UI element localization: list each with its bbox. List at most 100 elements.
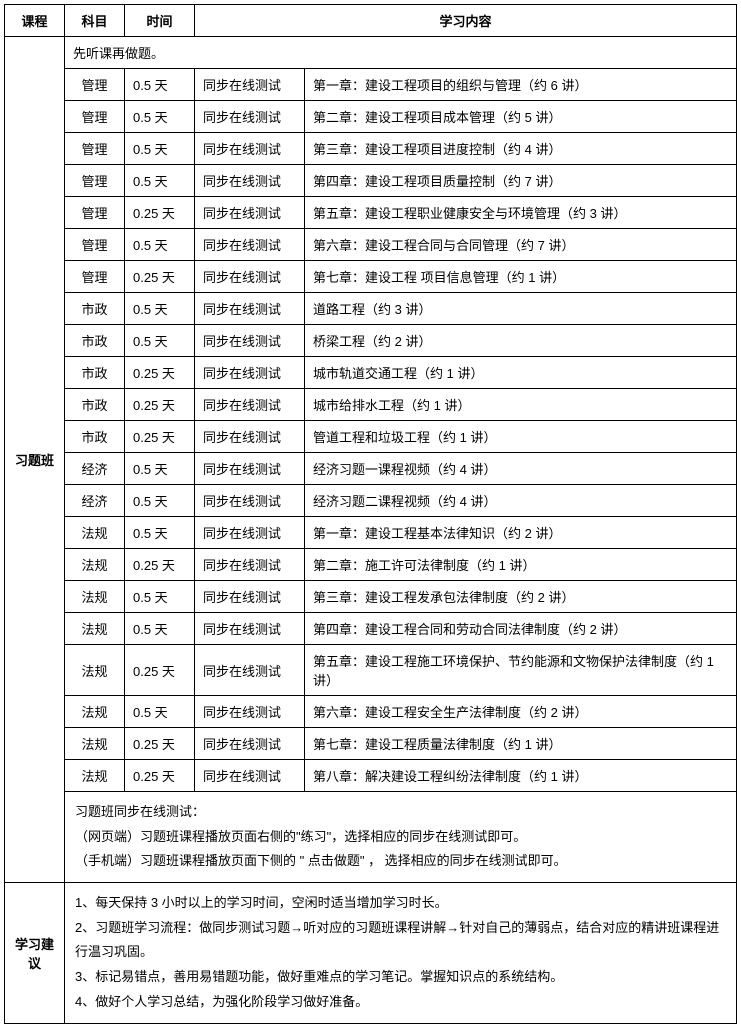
suggestion-line: 4、做好个人学习总结，为强化阶段学习做好准备。: [75, 990, 726, 1015]
cell-desc: 第一章：建设工程基本法律知识（约 2 讲）: [305, 517, 737, 549]
cell-subject: 法规: [65, 613, 125, 645]
cell-test: 同步在线测试: [195, 613, 305, 645]
notes-row: 习题班同步在线测试：（网页端）习题班课程播放页面右侧的"练习"，选择相应的同步在…: [5, 792, 737, 883]
cell-time: 0.5 天: [125, 696, 195, 728]
cell-test: 同步在线测试: [195, 261, 305, 293]
intro-row: 习题班先听课再做题。: [5, 37, 737, 69]
cell-subject: 法规: [65, 549, 125, 581]
course-label-cell: 习题班: [5, 37, 65, 883]
cell-subject: 法规: [65, 728, 125, 760]
note-line: （手机端）习题班课程播放页面下侧的 " 点击做题" ， 选择相应的同步在线测试即…: [75, 849, 726, 874]
table-row: 市政0.5 天同步在线测试桥梁工程（约 2 讲）: [5, 325, 737, 357]
intro-cell: 先听课再做题。: [65, 37, 737, 69]
cell-test: 同步在线测试: [195, 728, 305, 760]
note-line: 习题班同步在线测试：: [75, 800, 726, 825]
cell-desc: 城市给排水工程（约 1 讲）: [305, 389, 737, 421]
table-row: 管理0.25 天同步在线测试第五章：建设工程职业健康安全与环境管理（约 3 讲）: [5, 197, 737, 229]
cell-time: 0.5 天: [125, 293, 195, 325]
cell-desc: 第二章：建设工程项目成本管理（约 5 讲）: [305, 101, 737, 133]
table-row: 管理0.5 天同步在线测试第一章：建设工程项目的组织与管理（约 6 讲）: [5, 69, 737, 101]
cell-subject: 市政: [65, 293, 125, 325]
cell-time: 0.25 天: [125, 389, 195, 421]
suggestions-cell: 1、每天保持 3 小时以上的学习时间，空闲时适当增加学习时长。2、习题班学习流程…: [65, 883, 737, 1023]
cell-test: 同步在线测试: [195, 325, 305, 357]
cell-desc: 第八章：解决建设工程纠纷法律制度（约 1 讲）: [305, 760, 737, 792]
cell-desc: 第四章：建设工程项目质量控制（约 7 讲）: [305, 165, 737, 197]
cell-desc: 第一章：建设工程项目的组织与管理（约 6 讲）: [305, 69, 737, 101]
cell-test: 同步在线测试: [195, 549, 305, 581]
cell-test: 同步在线测试: [195, 645, 305, 696]
cell-subject: 市政: [65, 325, 125, 357]
cell-test: 同步在线测试: [195, 229, 305, 261]
table-row: 市政0.25 天同步在线测试城市给排水工程（约 1 讲）: [5, 389, 737, 421]
cell-time: 0.5 天: [125, 229, 195, 261]
table-row: 经济0.5 天同步在线测试经济习题二课程视频（约 4 讲）: [5, 485, 737, 517]
table-row: 市政0.5 天同步在线测试道路工程（约 3 讲）: [5, 293, 737, 325]
cell-subject: 管理: [65, 261, 125, 293]
cell-test: 同步在线测试: [195, 389, 305, 421]
cell-subject: 市政: [65, 389, 125, 421]
cell-test: 同步在线测试: [195, 133, 305, 165]
cell-desc: 经济习题二课程视频（约 4 讲）: [305, 485, 737, 517]
table-row: 法规0.5 天同步在线测试第六章：建设工程安全生产法律制度（约 2 讲）: [5, 696, 737, 728]
table-row: 经济0.5 天同步在线测试经济习题一课程视频（约 4 讲）: [5, 453, 737, 485]
cell-desc: 城市轨道交通工程（约 1 讲）: [305, 357, 737, 389]
cell-desc: 管道工程和垃圾工程（约 1 讲）: [305, 421, 737, 453]
cell-subject: 法规: [65, 696, 125, 728]
cell-subject: 管理: [65, 69, 125, 101]
cell-time: 0.25 天: [125, 645, 195, 696]
cell-desc: 第四章：建设工程合同和劳动合同法律制度（约 2 讲）: [305, 613, 737, 645]
cell-time: 0.25 天: [125, 421, 195, 453]
cell-desc: 第七章：建设工程 项目信息管理（约 1 讲）: [305, 261, 737, 293]
suggestions-row: 学习建议1、每天保持 3 小时以上的学习时间，空闲时适当增加学习时长。2、习题班…: [5, 883, 737, 1023]
cell-desc: 第六章：建设工程合同与合同管理（约 7 讲）: [305, 229, 737, 261]
cell-desc: 桥梁工程（约 2 讲）: [305, 325, 737, 357]
suggestion-line: 1、每天保持 3 小时以上的学习时间，空闲时适当增加学习时长。: [75, 891, 726, 916]
table-row: 管理0.5 天同步在线测试第三章：建设工程项目进度控制（约 4 讲）: [5, 133, 737, 165]
cell-test: 同步在线测试: [195, 69, 305, 101]
cell-subject: 管理: [65, 229, 125, 261]
cell-time: 0.5 天: [125, 517, 195, 549]
table-row: 管理0.5 天同步在线测试第四章：建设工程项目质量控制（约 7 讲）: [5, 165, 737, 197]
header-time: 时间: [125, 5, 195, 37]
table-row: 法规0.5 天同步在线测试第三章：建设工程发承包法律制度（约 2 讲）: [5, 581, 737, 613]
cell-test: 同步在线测试: [195, 581, 305, 613]
cell-desc: 第七章：建设工程质量法律制度（约 1 讲）: [305, 728, 737, 760]
cell-subject: 法规: [65, 517, 125, 549]
cell-test: 同步在线测试: [195, 293, 305, 325]
cell-time: 0.5 天: [125, 133, 195, 165]
table-row: 法规0.25 天同步在线测试第二章：施工许可法律制度（约 1 讲）: [5, 549, 737, 581]
cell-subject: 法规: [65, 760, 125, 792]
table-row: 管理0.25 天同步在线测试第七章：建设工程 项目信息管理（约 1 讲）: [5, 261, 737, 293]
cell-time: 0.25 天: [125, 760, 195, 792]
cell-desc: 道路工程（约 3 讲）: [305, 293, 737, 325]
table-row: 法规0.25 天同步在线测试第七章：建设工程质量法律制度（约 1 讲）: [5, 728, 737, 760]
header-row: 课程 科目 时间 学习内容: [5, 5, 737, 37]
suggestions-label-cell: 学习建议: [5, 883, 65, 1023]
cell-subject: 管理: [65, 165, 125, 197]
cell-time: 0.5 天: [125, 613, 195, 645]
header-content: 学习内容: [195, 5, 737, 37]
cell-subject: 管理: [65, 133, 125, 165]
suggestion-line: 2、习题班学习流程：做同步测试习题→听对应的习题班课程讲解→针对自己的薄弱点，结…: [75, 916, 726, 965]
cell-subject: 经济: [65, 453, 125, 485]
header-subject: 科目: [65, 5, 125, 37]
cell-desc: 第五章：建设工程施工环境保护、节约能源和文物保护法律制度（约 1 讲）: [305, 645, 737, 696]
cell-time: 0.25 天: [125, 549, 195, 581]
note-line: （网页端）习题班课程播放页面右侧的"练习"，选择相应的同步在线测试即可。: [75, 825, 726, 850]
table-row: 法规0.25 天同步在线测试第五章：建设工程施工环境保护、节约能源和文物保护法律…: [5, 645, 737, 696]
suggestion-line: 3、标记易错点，善用易错题功能，做好重难点的学习笔记。掌握知识点的系统结构。: [75, 965, 726, 990]
cell-subject: 管理: [65, 197, 125, 229]
table-row: 管理0.5 天同步在线测试第六章：建设工程合同与合同管理（约 7 讲）: [5, 229, 737, 261]
cell-subject: 市政: [65, 421, 125, 453]
header-course: 课程: [5, 5, 65, 37]
cell-test: 同步在线测试: [195, 485, 305, 517]
cell-test: 同步在线测试: [195, 696, 305, 728]
cell-desc: 第二章：施工许可法律制度（约 1 讲）: [305, 549, 737, 581]
cell-desc: 第六章：建设工程安全生产法律制度（约 2 讲）: [305, 696, 737, 728]
table-row: 市政0.25 天同步在线测试管道工程和垃圾工程（约 1 讲）: [5, 421, 737, 453]
table-row: 管理0.5 天同步在线测试第二章：建设工程项目成本管理（约 5 讲）: [5, 101, 737, 133]
cell-subject: 管理: [65, 101, 125, 133]
notes-cell: 习题班同步在线测试：（网页端）习题班课程播放页面右侧的"练习"，选择相应的同步在…: [65, 792, 737, 883]
cell-time: 0.5 天: [125, 69, 195, 101]
